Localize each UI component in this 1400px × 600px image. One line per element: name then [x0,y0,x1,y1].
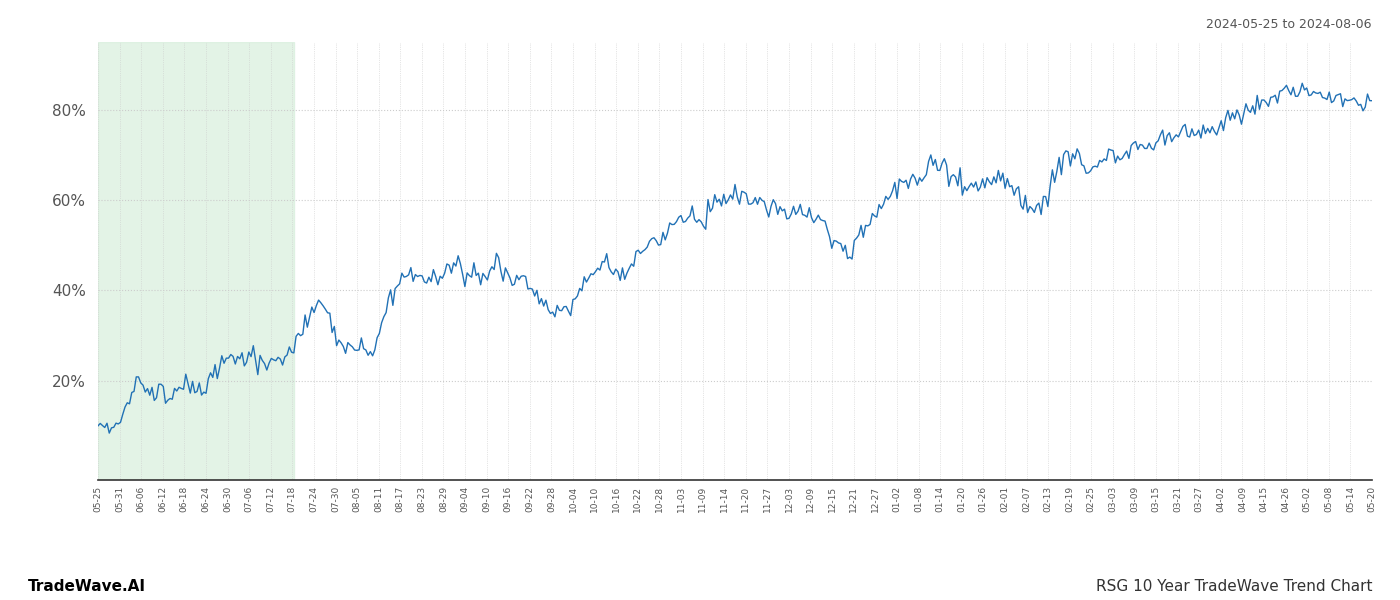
Text: RSG 10 Year TradeWave Trend Chart: RSG 10 Year TradeWave Trend Chart [1095,579,1372,594]
Text: TradeWave.AI: TradeWave.AI [28,579,146,594]
Bar [98,42,294,480]
Text: 2024-05-25 to 2024-08-06: 2024-05-25 to 2024-08-06 [1207,18,1372,31]
